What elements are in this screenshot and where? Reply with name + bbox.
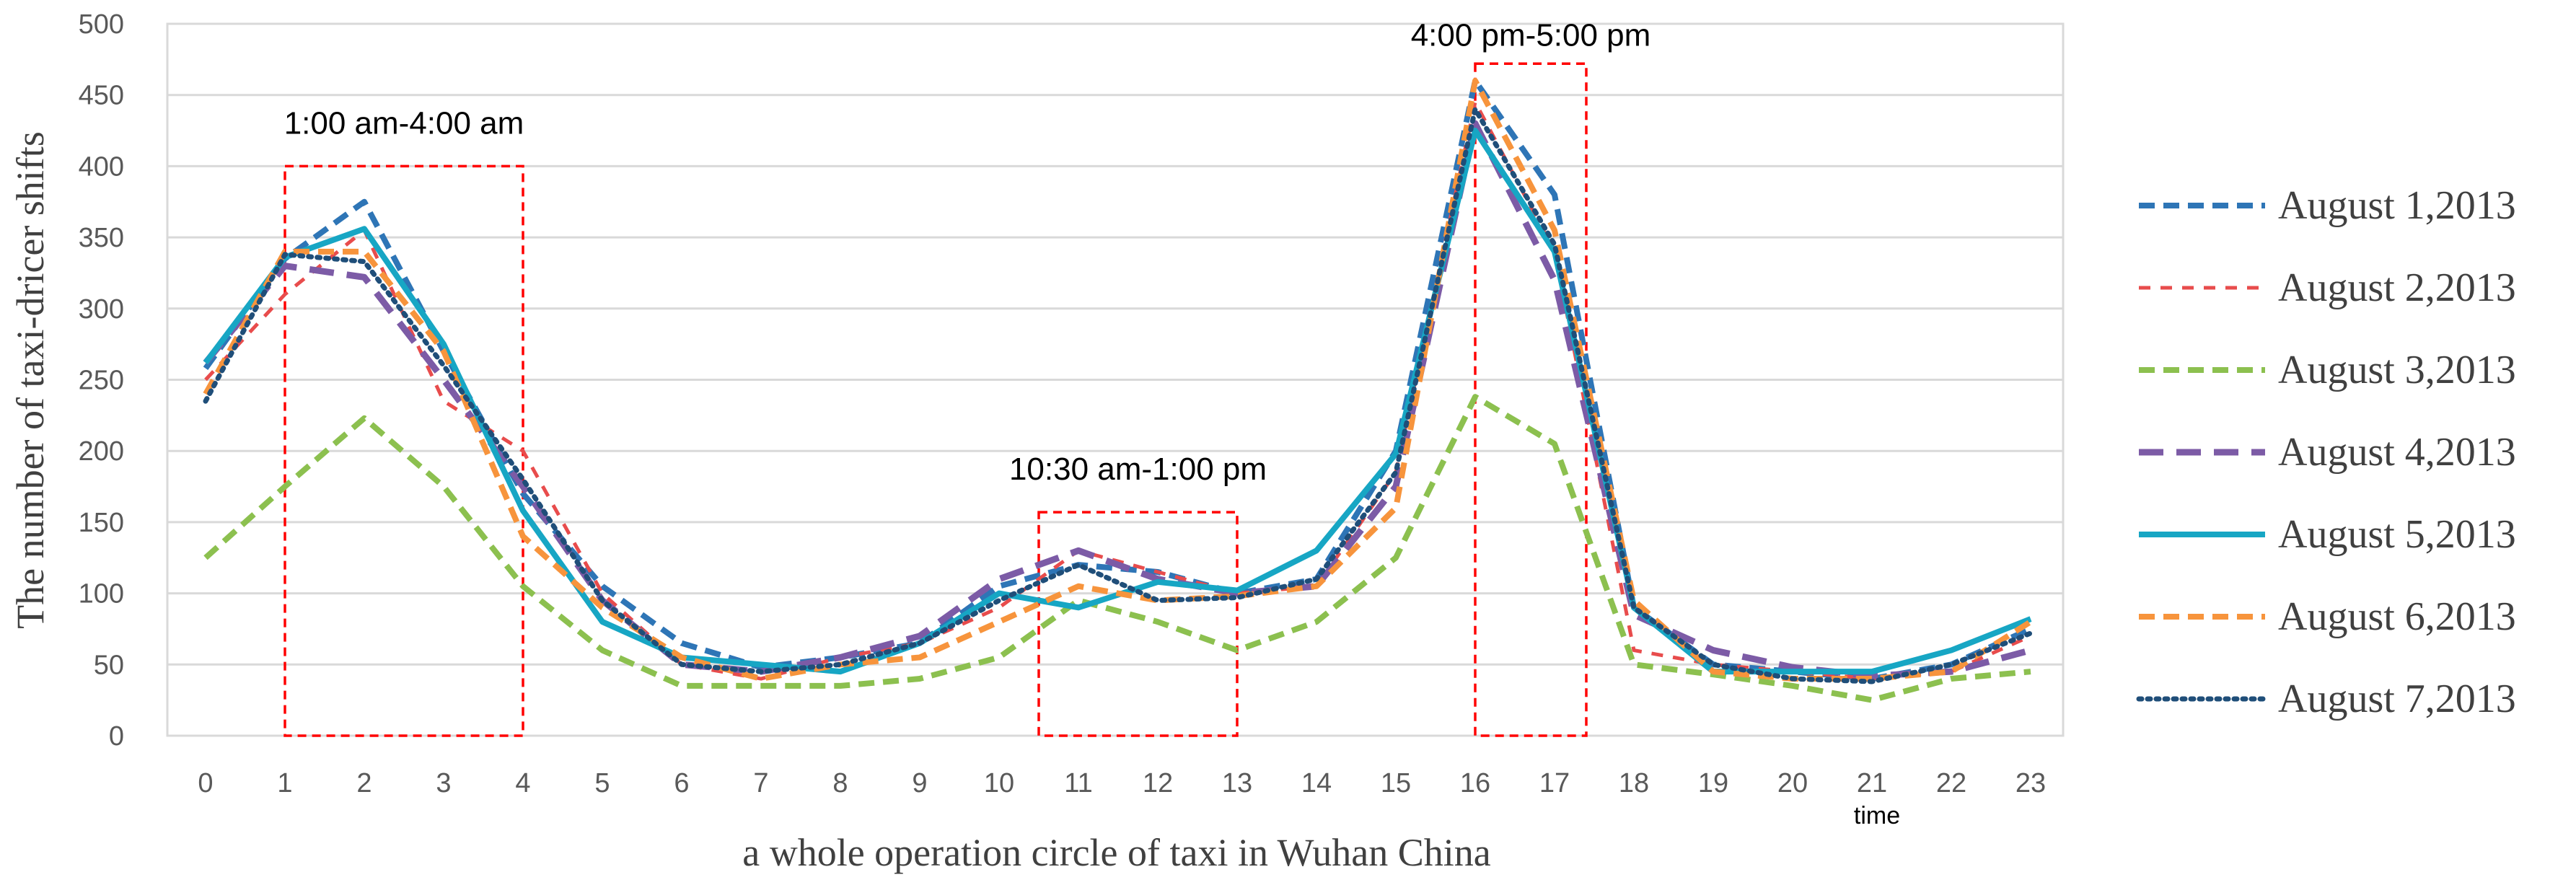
y-tick-label: 0	[109, 721, 124, 752]
x-tick-label: 3	[436, 768, 451, 798]
x-tick-label: 22	[1936, 768, 1966, 798]
x-tick-label: 20	[1777, 768, 1808, 798]
annotation-label: 1:00 am-4:00 am	[284, 105, 524, 141]
plot-area-border	[166, 22, 2065, 737]
series-line	[203, 77, 2033, 682]
x-axis-title: a whole operation circle of taxi in Wuha…	[742, 831, 1491, 874]
y-tick-label: 150	[79, 508, 124, 538]
y-axis-title: The number of taxi-dricer shifts	[9, 131, 52, 629]
legend-label: August 4,2013	[2278, 430, 2516, 475]
x-tick-label: 19	[1698, 768, 1728, 798]
y-tick-label: 500	[79, 9, 124, 40]
x-tick-label: 2	[356, 768, 372, 798]
annotation-box	[1037, 511, 1239, 737]
y-tick-label: 400	[79, 151, 124, 182]
y-tick-label: 250	[79, 366, 124, 396]
legend-label: August 2,2013	[2278, 265, 2516, 310]
annotation-label: 4:00 pm-5:00 pm	[1411, 17, 1651, 53]
y-tick-label: 300	[79, 294, 124, 325]
legend-label: August 3,2013	[2278, 348, 2516, 392]
legend-label: August 5,2013	[2278, 512, 2516, 557]
x-tick-label: 9	[912, 768, 927, 798]
series-line	[203, 394, 2031, 703]
x-tick-label: 7	[753, 768, 768, 798]
y-axis-ticks: 0 50 100 150 200 250 300 350 400 450 500	[79, 9, 124, 752]
x-tick-label: 1	[277, 768, 292, 798]
y-tick-label: 100	[79, 579, 124, 609]
annotation-box	[1474, 62, 1588, 737]
y-tick-label: 350	[79, 223, 124, 253]
annotations: 1:00 am-4:00 am 10:30 am-1:00 pm 4:00 pm-5…	[283, 17, 1651, 737]
y-tick-label: 200	[79, 436, 124, 467]
x-unit-label: time	[1854, 802, 1900, 829]
x-tick-label: 5	[594, 768, 610, 798]
x-tick-label: 18	[1619, 768, 1649, 798]
x-tick-label: 17	[1539, 768, 1570, 798]
x-tick-label: 13	[1222, 768, 1252, 798]
x-tick-label: 6	[674, 768, 689, 798]
y-tick-label: 450	[79, 81, 124, 111]
legend-label: August 7,2013	[2278, 677, 2516, 721]
x-tick-label: 0	[198, 768, 213, 798]
x-tick-label: 21	[1857, 768, 1887, 798]
series-line	[203, 120, 2032, 679]
x-tick-label: 8	[832, 768, 848, 798]
x-tick-label: 4	[515, 768, 530, 798]
y-tick-label: 50	[94, 650, 124, 680]
legend-label: August 6,2013	[2278, 594, 2516, 639]
x-tick-label: 23	[2015, 768, 2046, 798]
x-tick-label: 11	[1064, 768, 1092, 798]
x-tick-label: 10	[984, 768, 1014, 798]
x-tick-label: 15	[1381, 768, 1411, 798]
x-tick-label: 12	[1143, 768, 1173, 798]
legend: August 1,2013 August 2,2013 August 3,2013 A…	[2136, 183, 2516, 721]
x-axis-ticks: 0 1 2 3 4 5 6 7 8 9 10 11 12 13 14 15 16 17 18 19 20 21 22 23	[198, 768, 2046, 798]
legend-label: August 1,2013	[2278, 183, 2516, 228]
annotation-label: 10:30 am-1:00 pm	[1009, 452, 1267, 487]
x-tick-label: 14	[1301, 768, 1332, 798]
series-lines	[203, 77, 2034, 703]
x-tick-label: 16	[1460, 768, 1490, 798]
series-line	[203, 106, 2034, 684]
